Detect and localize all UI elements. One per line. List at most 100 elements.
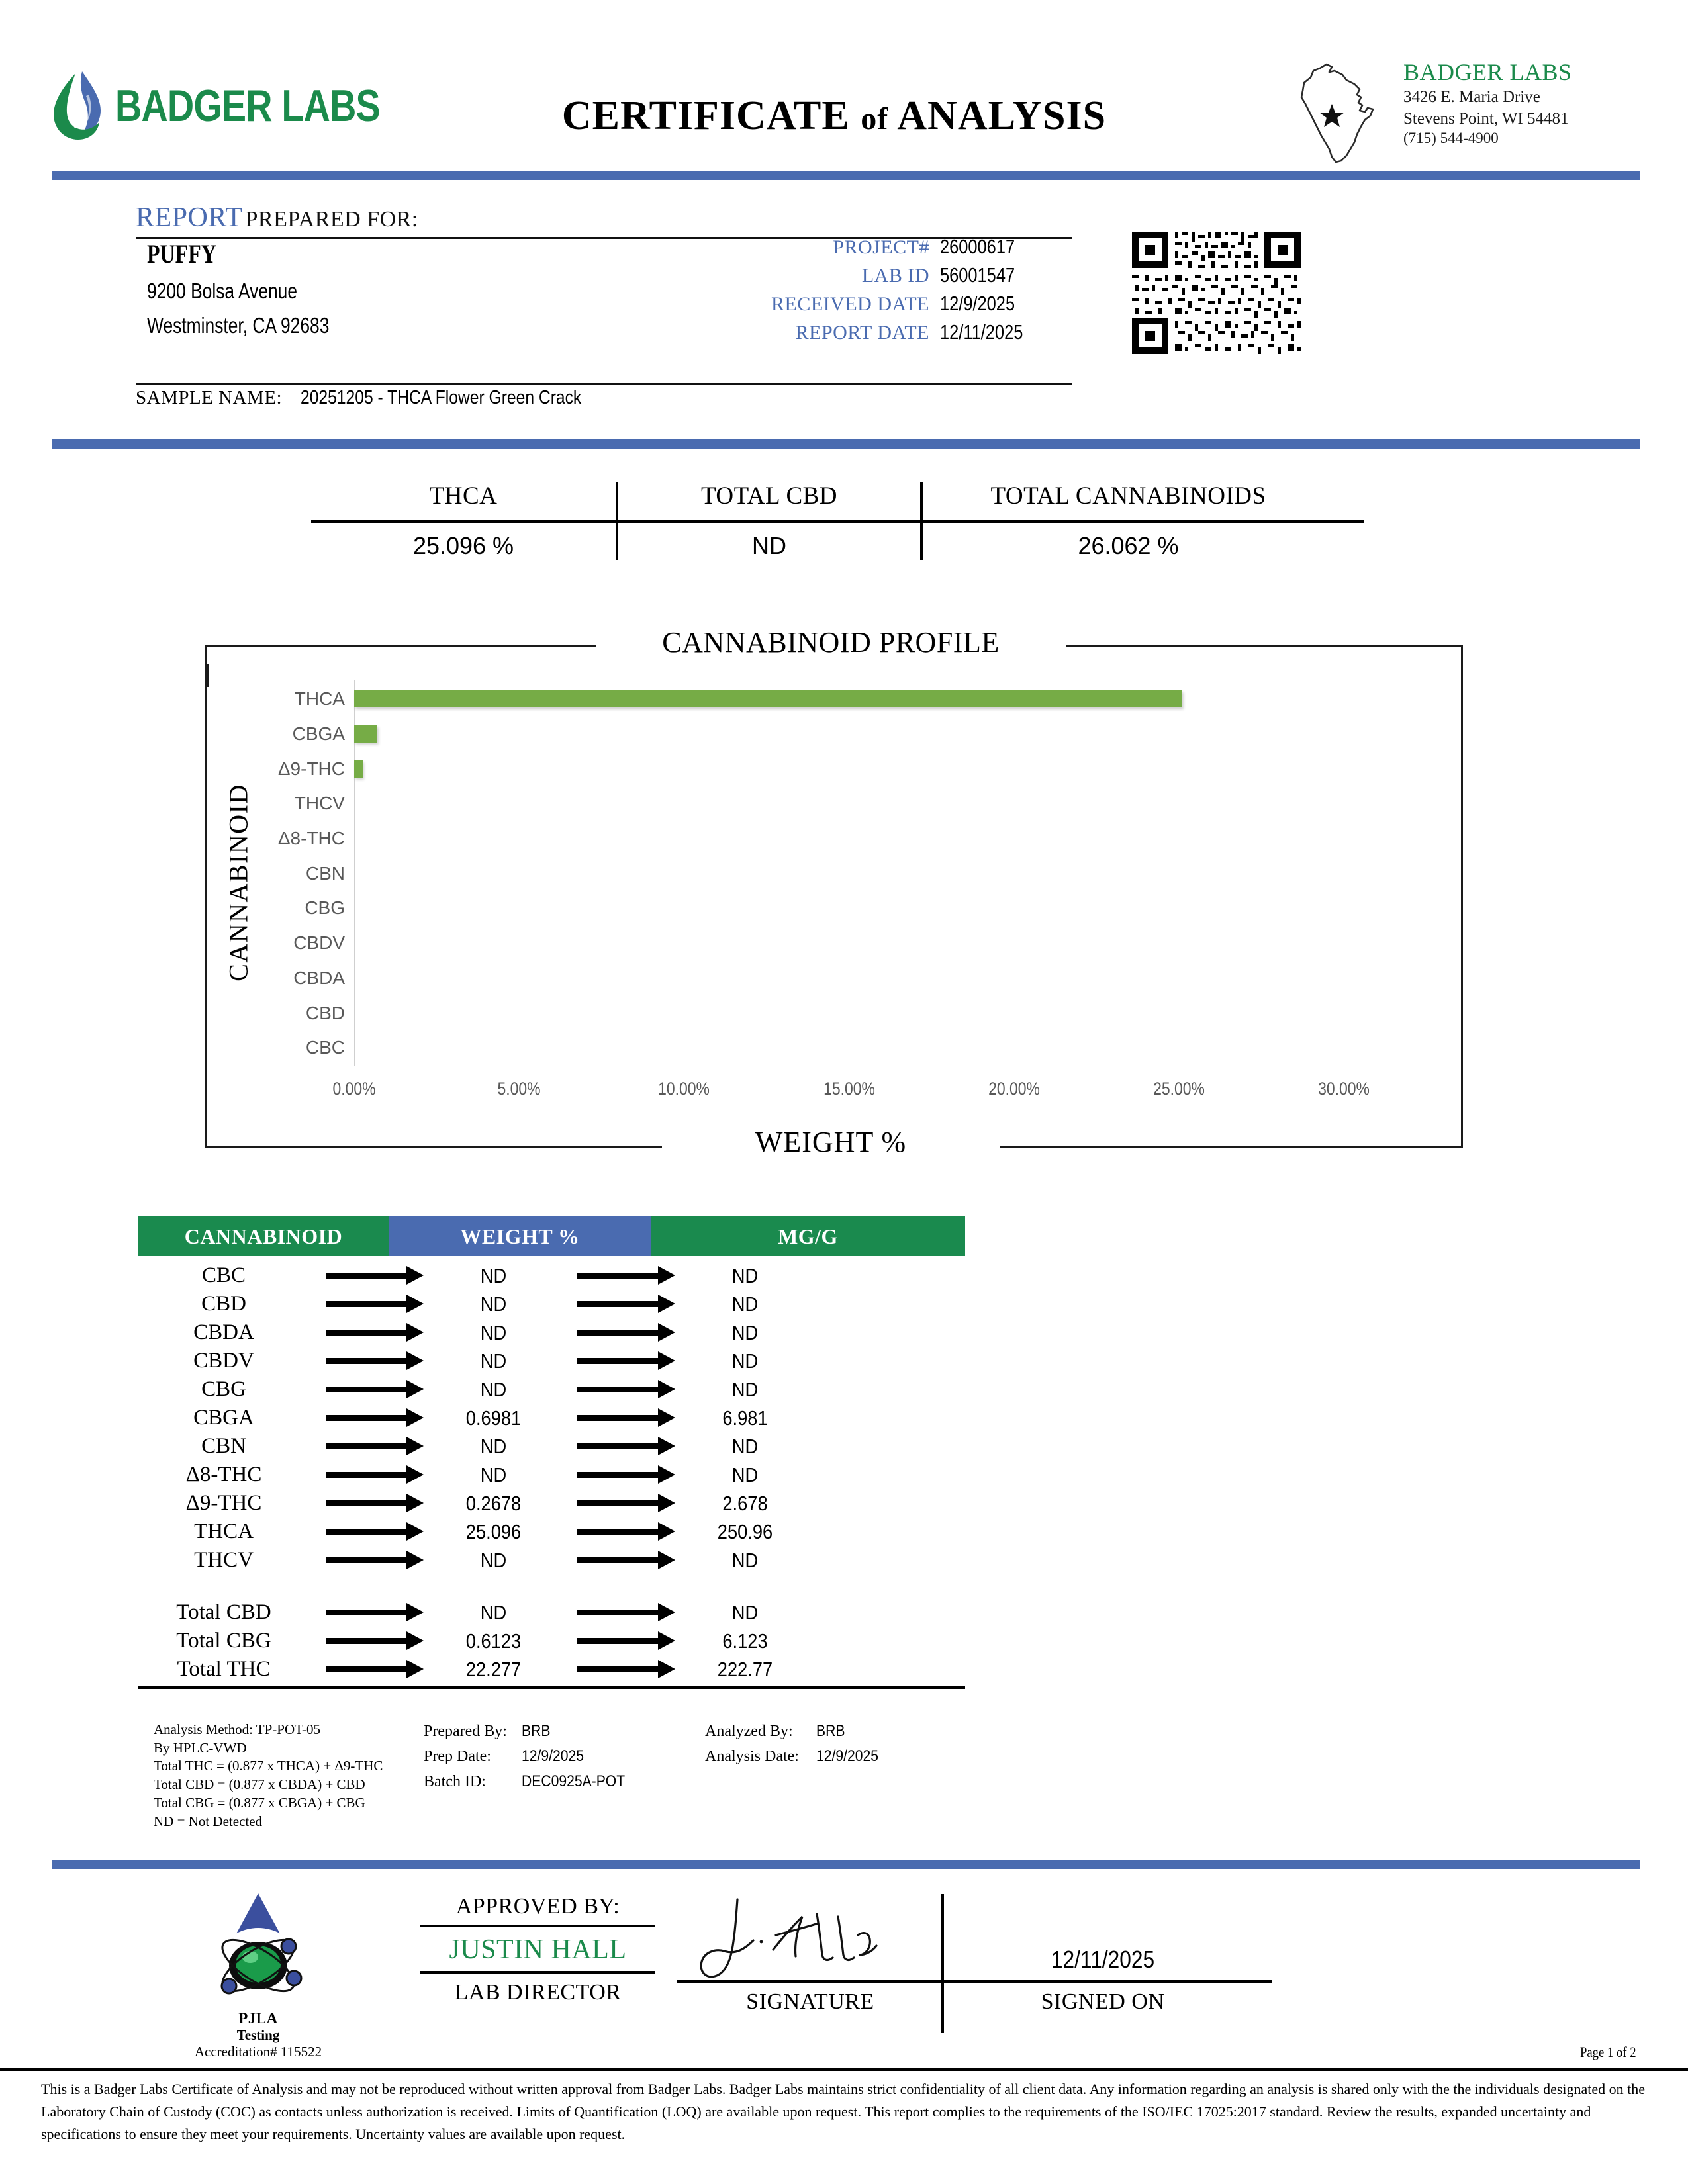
- table-row: Δ8-THC ND ND: [138, 1461, 965, 1489]
- chart-category-label: CBDA: [293, 967, 345, 988]
- batch-id-row: Batch ID: DEC0925A-POT: [424, 1772, 688, 1791]
- arrow-right-icon: [310, 1631, 426, 1650]
- results-header-row: CANNABINOID WEIGHT % MG/G: [138, 1216, 965, 1256]
- approved-by-label: APPROVED BY:: [455, 1894, 620, 1919]
- summary-table: THCA TOTAL CBD TOTAL CANNABINOIDS 25.096…: [311, 482, 1364, 560]
- chart-xlabel-rule-left: [205, 1146, 662, 1148]
- arrow-right-icon: [561, 1437, 677, 1455]
- note-total-cbd-formula: Total CBD = (0.877 x CBDA) + CBD: [154, 1776, 365, 1793]
- chart-x-tick-label: 15.00%: [823, 1079, 875, 1099]
- row-mgg: ND: [731, 1463, 759, 1486]
- chart-x-tick-label: 10.00%: [658, 1079, 710, 1099]
- analyzed-by-label: Analyzed By:: [705, 1723, 793, 1740]
- footer-divider-bar: [52, 1860, 1640, 1869]
- row-mgg: ND: [731, 1349, 759, 1373]
- chart-plot-area: THCA CBGA Δ9-THC THCV Δ8-THC CBN CBG CBDV CBDA CB…: [278, 682, 1427, 1066]
- table-row: THCV ND ND: [138, 1546, 965, 1574]
- column-header-weight-pct: WEIGHT %: [389, 1216, 651, 1256]
- row-mgg: ND: [731, 1548, 759, 1572]
- meta-label-project: PROJECT#: [833, 236, 929, 258]
- chart-bar-row: Δ9-THC: [278, 751, 1427, 786]
- signed-on-date: 12/11/2025: [1051, 1946, 1155, 1973]
- summary-value-row: 25.096 % ND 26.062 %: [311, 523, 1364, 560]
- qr-code[interactable]: [1129, 228, 1304, 357]
- disclaimer-text: This is a Badger Labs Certificate of Ana…: [41, 2081, 1646, 2143]
- approved-by-block: APPROVED BY: JUSTIN HALL LAB DIRECTOR: [420, 1894, 655, 2005]
- chart-border-top-right: [1059, 645, 1463, 647]
- chart-bar: [354, 725, 377, 743]
- arrow-right-icon: [561, 1660, 677, 1678]
- meta-value-received-date: 12/9/2025: [940, 292, 1015, 315]
- approver-role: LAB DIRECTOR: [454, 1980, 622, 2005]
- arrow-right-icon: [310, 1437, 426, 1455]
- summary-value-thca: 25.096 %: [412, 532, 514, 559]
- analysis-info-block: Analyzed By: BRB Analysis Date: 12/9/202…: [705, 1722, 983, 1772]
- row-mgg: ND: [731, 1377, 759, 1401]
- arrow-right-icon: [310, 1551, 426, 1569]
- lab-phone: (715) 544-4900: [1403, 130, 1499, 146]
- row-weight-percent: ND: [480, 1463, 507, 1486]
- table-row: Δ9-THC 0.2678 2.678: [138, 1489, 965, 1518]
- meta-value-project: 26000617: [940, 235, 1015, 258]
- sample-name-rule: [136, 383, 1072, 385]
- chart-x-tick-label: 0.00%: [332, 1079, 376, 1099]
- analysis-method-notes: Analysis Method: TP-POT-05 By HPLC-VWD T…: [154, 1721, 418, 1831]
- chart-bar-row: CBN: [306, 856, 1427, 891]
- row-weight-percent: 0.2678: [465, 1491, 522, 1515]
- page-header: BADGER LABS CERTIFICATE of ANALYSIS BADG…: [0, 0, 1688, 180]
- lab-street: 3426 E. Maria Drive: [1403, 88, 1540, 106]
- row-analyte-name: CBDV: [193, 1349, 254, 1373]
- summary-header-total-cbd: TOTAL CBD: [616, 482, 920, 520]
- note-analysis-method: Analysis Method: TP-POT-05: [154, 1721, 321, 1737]
- chart-bar: [354, 760, 363, 778]
- pjla-atom-icon: [191, 1893, 326, 2008]
- row-analyte-name: Total CBD: [176, 1600, 271, 1624]
- batch-id-value: DEC0925A-POT: [522, 1772, 626, 1790]
- arrow-right-icon: [310, 1323, 426, 1342]
- row-weight-percent: 0.6123: [465, 1629, 522, 1653]
- chart-xlabel-rule-right: [1000, 1146, 1463, 1148]
- signature-caption: SIGNATURE: [746, 1989, 874, 2014]
- chart-category-label: Δ9-THC: [277, 758, 345, 779]
- meta-label-lab-id: LAB ID: [861, 265, 929, 287]
- row-mgg: 2.678: [722, 1491, 768, 1515]
- arrow-right-icon: [561, 1380, 677, 1398]
- meta-row: REPORT DATE 12/11/2025: [695, 320, 1072, 344]
- arrow-right-icon: [561, 1323, 677, 1342]
- title-of: of: [861, 101, 889, 136]
- signature-row: 12/11/2025: [677, 1894, 1272, 1980]
- results-body: CBC ND ND CBD ND ND CBDA ND ND CBDV ND ND CBG ND ND CBG…: [138, 1256, 965, 1684]
- chart-category-label: CBDV: [293, 933, 345, 954]
- meta-value-lab-id: 56001547: [940, 263, 1015, 287]
- arrow-right-icon: [561, 1551, 677, 1569]
- report-meta-list: PROJECT# 26000617 LAB ID 56001547 RECEIV…: [695, 235, 1072, 349]
- arrow-right-icon: [561, 1603, 677, 1621]
- row-analyte-name: Total CBG: [176, 1629, 271, 1653]
- brand-wordmark: BADGER LABS: [115, 81, 381, 131]
- chart-bar-row: Δ8-THC: [278, 821, 1427, 856]
- row-analyte-name: Δ8-THC: [185, 1463, 262, 1486]
- client-address-line2: Westminster, CA 92683: [147, 313, 330, 338]
- arrow-right-icon: [561, 1522, 677, 1541]
- row-weight-percent: 22.277: [465, 1657, 522, 1681]
- row-mgg: ND: [731, 1600, 759, 1624]
- row-weight-percent: ND: [480, 1548, 507, 1572]
- note-total-cbg-formula: Total CBG = (0.877 x CBGA) + CBG: [154, 1794, 365, 1811]
- chart-value-axis-line: [354, 680, 355, 1066]
- table-row: CBC ND ND: [138, 1261, 965, 1290]
- table-row: CBG ND ND: [138, 1375, 965, 1404]
- row-analyte-name: Δ9-THC: [185, 1491, 262, 1515]
- arrow-right-icon: [310, 1295, 426, 1313]
- client-address-line1: 9200 Bolsa Avenue: [147, 279, 298, 303]
- chart-bar-row: CBD: [306, 995, 1427, 1030]
- chart-x-tick-label: 25.00%: [1153, 1079, 1205, 1099]
- leaf-drop-icon: [52, 69, 103, 142]
- batch-id-label: Batch ID:: [424, 1773, 486, 1790]
- table-row: Total THC 22.277 222.77: [138, 1655, 965, 1684]
- prepared-by-row: Prepared By: BRB: [424, 1722, 688, 1741]
- analysis-date-value: 12/9/2025: [816, 1747, 878, 1765]
- row-weight-percent: ND: [480, 1434, 507, 1458]
- approved-by-rule-top: [420, 1925, 655, 1927]
- chart-category-label: THCA: [294, 688, 345, 709]
- report-prepared-for-heading: REPORT PREPARED FOR:: [136, 202, 418, 234]
